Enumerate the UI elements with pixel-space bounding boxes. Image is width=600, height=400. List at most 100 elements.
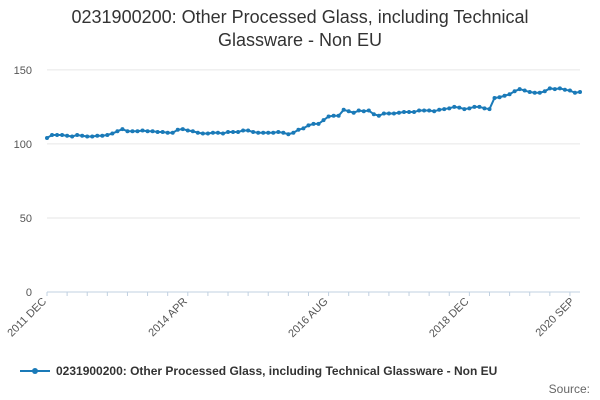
data-point	[437, 107, 442, 112]
data-point	[185, 128, 190, 133]
data-point	[291, 130, 296, 135]
data-point	[532, 90, 537, 95]
data-point	[366, 108, 371, 113]
data-point	[578, 90, 582, 95]
x-tick-label: 2020 SEP	[534, 296, 578, 340]
data-point	[396, 110, 401, 115]
data-point	[75, 132, 80, 137]
data-point	[512, 89, 517, 94]
data-point	[542, 89, 547, 94]
data-point	[321, 118, 326, 123]
data-point	[341, 107, 346, 112]
chart-title: 0231900200: Other Processed Glass, inclu…	[0, 6, 600, 52]
data-point	[200, 131, 205, 136]
data-point	[311, 121, 316, 126]
data-point	[95, 133, 100, 138]
data-point	[105, 132, 110, 137]
data-point	[210, 130, 215, 135]
data-point	[482, 106, 487, 111]
data-point	[266, 130, 271, 135]
data-point	[336, 113, 341, 118]
data-point	[145, 129, 150, 134]
data-point	[90, 134, 95, 139]
data-point	[60, 132, 65, 137]
data-point	[135, 129, 140, 134]
data-point	[407, 110, 412, 115]
data-point	[65, 133, 70, 138]
data-point	[462, 107, 467, 112]
data-point	[567, 88, 572, 93]
x-tick-label: 2018 DEC	[427, 296, 471, 340]
data-point	[80, 133, 85, 138]
data-point	[572, 90, 577, 95]
data-point	[457, 105, 462, 110]
y-tick-label: 50	[20, 213, 32, 225]
data-point	[115, 129, 120, 134]
data-point	[205, 131, 210, 136]
data-point	[447, 106, 452, 111]
data-point	[507, 92, 512, 97]
data-point	[552, 87, 557, 92]
data-point	[140, 128, 145, 133]
data-point	[427, 108, 432, 113]
x-tick-label: 2011 DEC	[5, 296, 49, 340]
data-point	[497, 95, 502, 100]
data-point	[412, 110, 417, 115]
source-label: Source:	[548, 382, 590, 396]
y-tick-label: 100	[14, 139, 32, 151]
gridlines	[47, 69, 580, 293]
data-point	[150, 129, 155, 134]
data-point	[130, 129, 135, 134]
data-point	[472, 104, 477, 109]
data-point	[487, 107, 492, 112]
data-point	[381, 111, 386, 116]
data-point	[306, 123, 311, 128]
data-point	[50, 132, 55, 137]
data-point	[527, 90, 532, 95]
data-point	[195, 130, 200, 135]
data-point	[432, 109, 437, 114]
data-point	[522, 88, 527, 93]
data-point	[155, 130, 160, 135]
data-point	[467, 106, 472, 111]
data-point	[160, 130, 165, 135]
series-layer	[45, 86, 582, 140]
data-point	[422, 108, 427, 113]
data-point	[215, 130, 220, 135]
chart-title-line1: 0231900200: Other Processed Glass, inclu…	[71, 7, 529, 27]
data-point	[190, 129, 195, 134]
data-point	[326, 114, 331, 119]
data-point	[301, 126, 306, 131]
legend[interactable]: 0231900200: Other Processed Glass, inclu…	[20, 364, 497, 378]
data-point	[170, 130, 175, 135]
data-point	[100, 133, 105, 138]
data-point	[316, 121, 321, 126]
data-point	[55, 132, 60, 137]
data-point	[386, 111, 391, 116]
data-point	[45, 135, 49, 140]
data-point	[251, 130, 256, 135]
data-point	[442, 107, 447, 112]
legend-line-icon	[20, 368, 50, 374]
data-point	[271, 130, 276, 135]
legend-label: 0231900200: Other Processed Glass, inclu…	[56, 364, 498, 378]
data-point	[417, 108, 422, 113]
data-point	[120, 127, 125, 132]
x-tick-label: 2014 APR	[146, 296, 190, 340]
data-point	[276, 130, 281, 135]
data-point	[391, 111, 396, 116]
data-point	[562, 87, 567, 92]
data-point	[70, 134, 75, 139]
data-point	[331, 113, 336, 118]
x-tick-label: 2016 AUG	[286, 296, 330, 340]
data-point	[492, 95, 497, 100]
data-point	[261, 130, 266, 135]
data-point	[547, 86, 552, 91]
data-point	[231, 130, 236, 135]
data-point	[517, 87, 522, 92]
data-point	[85, 134, 90, 139]
data-point	[452, 104, 457, 109]
data-point	[376, 113, 381, 118]
data-point	[296, 127, 301, 132]
